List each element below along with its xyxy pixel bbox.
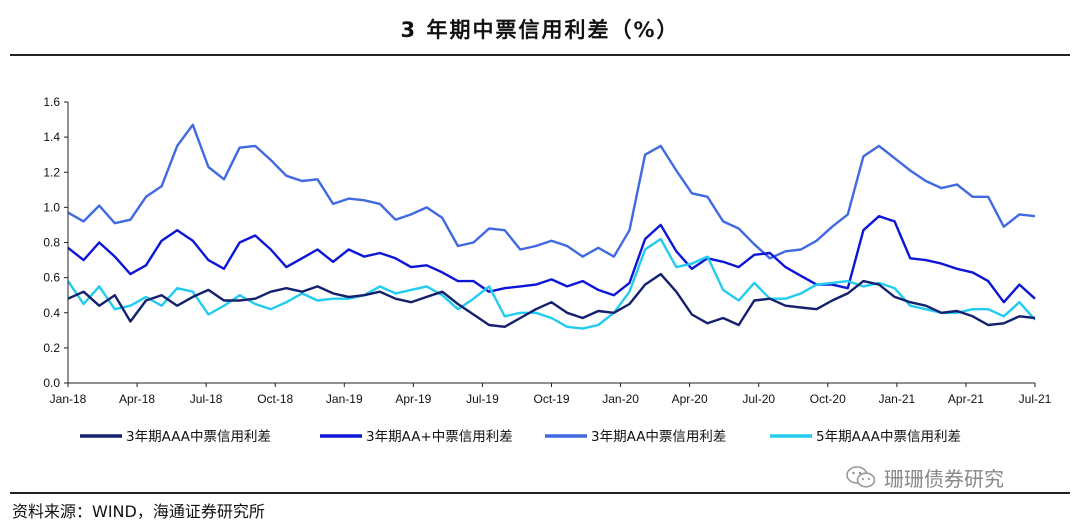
x-tick-label: Apr-19 bbox=[395, 392, 431, 406]
title-divider bbox=[10, 54, 1070, 56]
x-tick-label: Jan-19 bbox=[326, 392, 363, 406]
y-tick-label: 0.2 bbox=[43, 341, 60, 355]
watermark: 珊珊债券研究 bbox=[846, 462, 1004, 492]
x-tick-label: Jan-20 bbox=[602, 392, 639, 406]
source-note: 资料来源：WIND，海通证券研究所 bbox=[12, 502, 265, 521]
y-tick-label: 0.4 bbox=[43, 306, 60, 320]
x-tick-label: Jul-19 bbox=[466, 392, 499, 406]
x-tick-label: Jan-18 bbox=[50, 392, 87, 406]
x-tick-label: Jul-20 bbox=[742, 392, 775, 406]
series-line bbox=[67, 214, 1036, 304]
series-line bbox=[67, 237, 1036, 330]
y-tick-label: 0.8 bbox=[43, 236, 60, 250]
watermark-text: 珊珊债券研究 bbox=[884, 466, 1004, 491]
y-tick-label: 0.6 bbox=[43, 271, 60, 285]
legend-label: 3年期AA中票信用利差 bbox=[591, 429, 726, 445]
legend-label: 5年期AAA中票信用利差 bbox=[816, 429, 961, 445]
series-line bbox=[67, 123, 1036, 260]
line-chart: 0.0 0.2 0.4 0.6 0.8 1.0 1.2 1.4 1.6 Jan-18 Apr-18 J… bbox=[43, 95, 1052, 445]
x-tick-label: Oct-18 bbox=[257, 392, 293, 406]
y-tick-label: 1.0 bbox=[43, 200, 60, 214]
x-tick-label: Apr-20 bbox=[672, 392, 708, 406]
x-tick-label: Jul-18 bbox=[190, 392, 223, 406]
x-tick-label: Jan-21 bbox=[879, 392, 916, 406]
chart-title: 3 年期中票信用利差（%） bbox=[400, 18, 680, 42]
legend-label: 3年期AA+中票信用利差 bbox=[366, 429, 513, 445]
y-tick-label: 1.4 bbox=[43, 130, 60, 144]
y-tick-label: 1.2 bbox=[43, 165, 60, 179]
x-tick-label: Apr-18 bbox=[119, 392, 155, 406]
x-tick-label: Jul-21 bbox=[1019, 392, 1052, 406]
x-tick-label: Oct-19 bbox=[533, 392, 569, 406]
source-divider bbox=[10, 492, 1070, 494]
x-tick-label: Oct-20 bbox=[810, 392, 846, 406]
y-tick-label: 1.6 bbox=[43, 95, 60, 109]
y-tick-label: 0.0 bbox=[43, 376, 60, 390]
wechat-icon bbox=[846, 466, 876, 488]
legend-label: 3年期AAA中票信用利差 bbox=[126, 429, 271, 445]
series-line bbox=[67, 272, 1036, 328]
x-tick-label: Apr-21 bbox=[948, 392, 984, 406]
